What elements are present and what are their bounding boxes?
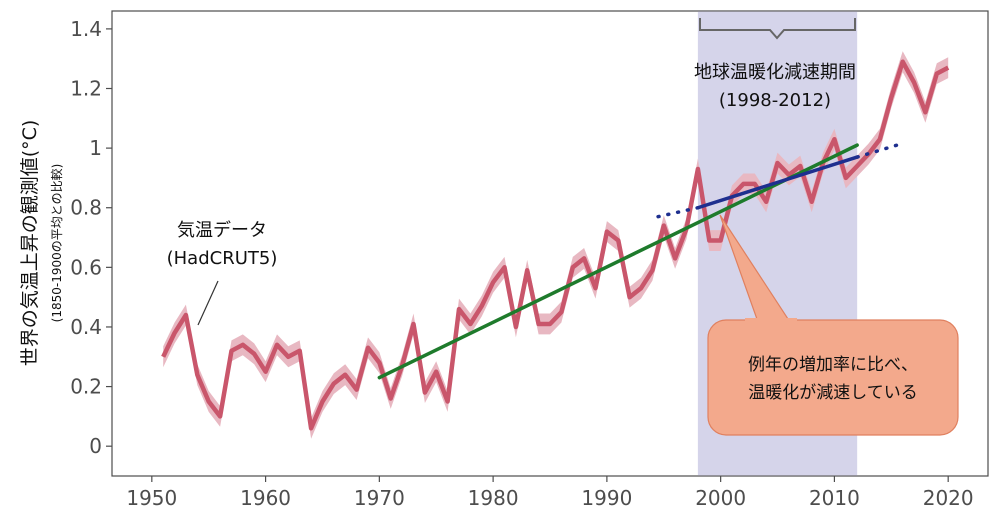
- x-axis: 1950 1960 1970 1980 1990 2000 2010 2020: [126, 476, 974, 510]
- y-tick-label: 1: [89, 136, 102, 160]
- data-label-title: 気温データ: [177, 220, 267, 241]
- data-label-pointer: [197, 280, 219, 326]
- y-tick-label: 0: [89, 434, 102, 458]
- y-axis-label: 世界の気温上昇の観測値(°C): [19, 120, 41, 367]
- callout-line-1: 例年の増加率に比べ、: [748, 355, 918, 375]
- x-tick-label: 1970: [354, 486, 405, 510]
- trend-line-1: [696, 155, 859, 210]
- x-tick-label: 1950: [126, 486, 177, 510]
- hiatus-bracket: [699, 18, 856, 40]
- y-tick-label: 0.4: [70, 315, 102, 339]
- y-tick-label: 0.8: [70, 196, 102, 220]
- callout-line-2: 温暖化が減速している: [748, 383, 918, 403]
- trend-lines: [377, 143, 899, 380]
- hiatus-years: (1998-2012): [719, 90, 831, 111]
- y-tick-label: 0.6: [70, 255, 102, 279]
- y-tick-label: 1.2: [70, 77, 102, 101]
- callout-box: [707, 319, 959, 436]
- x-tick-label: 1980: [468, 486, 519, 510]
- y-axis: 0 0.2 0.4 0.6 0.8 1 1.2 1.4: [70, 17, 112, 458]
- y-axis-sublabel: (1850-1900の平均との比較): [49, 164, 64, 323]
- y-tick-label: 1.4: [70, 17, 102, 41]
- series-line-hadcrut5: [161, 59, 950, 431]
- trend-line-2: [656, 205, 700, 219]
- x-tick-label: 2000: [695, 486, 746, 510]
- trend-line-3: [855, 143, 899, 159]
- callout-pointer-join: [745, 318, 797, 324]
- x-tick-label: 1990: [581, 486, 632, 510]
- y-tick-label: 0.2: [70, 375, 102, 399]
- hiatus-title: 地球温暖化減速期間: [694, 62, 856, 83]
- x-tick-label: 2020: [923, 486, 974, 510]
- data-label-source: (HadCRUT5): [167, 248, 278, 269]
- x-tick-label: 2010: [809, 486, 860, 510]
- x-tick-label: 1960: [240, 486, 291, 510]
